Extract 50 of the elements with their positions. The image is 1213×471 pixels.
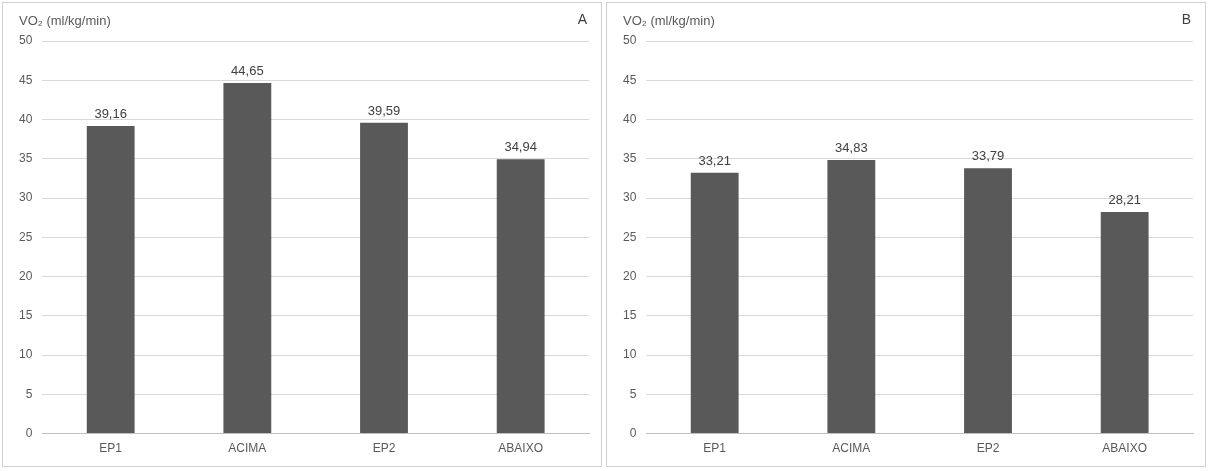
bar	[86, 126, 135, 434]
y-tick-label: 25	[18, 229, 33, 244]
y-tick-label: 15	[18, 308, 33, 323]
x-tick-label: ACIMA	[228, 441, 267, 456]
bar	[360, 122, 408, 434]
x-tick-label: ACIMA	[832, 441, 871, 456]
y-tick-label: 40	[18, 111, 33, 126]
data-label: 44,65	[231, 63, 264, 79]
x-tick-label: EP1	[99, 441, 123, 456]
data-label: 28,21	[1108, 192, 1141, 208]
y-tick-label: 45	[18, 72, 33, 87]
y-tick-label: 5	[629, 386, 637, 401]
data-label: 34,83	[835, 140, 868, 156]
bar	[223, 83, 272, 434]
y-tick-label: 50	[18, 33, 33, 48]
bar	[1100, 212, 1149, 434]
y-tick-label: 35	[622, 151, 637, 166]
y-tick-label: 0	[629, 425, 637, 440]
y-tick-label: 45	[622, 72, 637, 87]
x-tick-label: ABAIXO	[1102, 441, 1148, 456]
text: A	[577, 11, 587, 27]
y-tick-label: 20	[622, 268, 637, 283]
y-tick-label: 10	[622, 347, 637, 362]
bar	[496, 159, 545, 434]
y-tick-label: 35	[18, 151, 33, 166]
x-tick-label: EP1	[703, 441, 727, 456]
y-tick-label: 40	[622, 111, 637, 126]
text: B	[1181, 11, 1191, 27]
data-label: 33,79	[971, 148, 1005, 164]
data-label: 33,21	[698, 152, 731, 168]
data-label: 34,94	[504, 139, 537, 155]
y-tick-label: 0	[25, 425, 33, 440]
y-tick-label: 30	[622, 190, 637, 205]
y-tick-label: 50	[622, 33, 637, 48]
y-tick-label: 10	[18, 347, 33, 362]
y-tick-label: 20	[18, 268, 33, 283]
y-tick-label: 25	[622, 229, 637, 244]
x-tick-label: EP2	[372, 441, 396, 456]
y-axis-title: VO₂ (ml/kg/min)	[19, 13, 111, 28]
bar	[827, 160, 876, 434]
y-tick-label: 30	[18, 190, 33, 205]
data-label: 39,59	[367, 102, 401, 118]
data-label: 39,16	[94, 106, 127, 122]
y-tick-label: 15	[622, 308, 637, 323]
bar	[964, 168, 1012, 434]
bar	[690, 172, 739, 434]
x-tick-label: EP2	[976, 441, 1000, 456]
y-axis-title: VO₂ (ml/kg/min)	[623, 13, 715, 28]
y-tick-label: 5	[25, 386, 33, 401]
x-tick-label: ABAIXO	[498, 441, 544, 456]
